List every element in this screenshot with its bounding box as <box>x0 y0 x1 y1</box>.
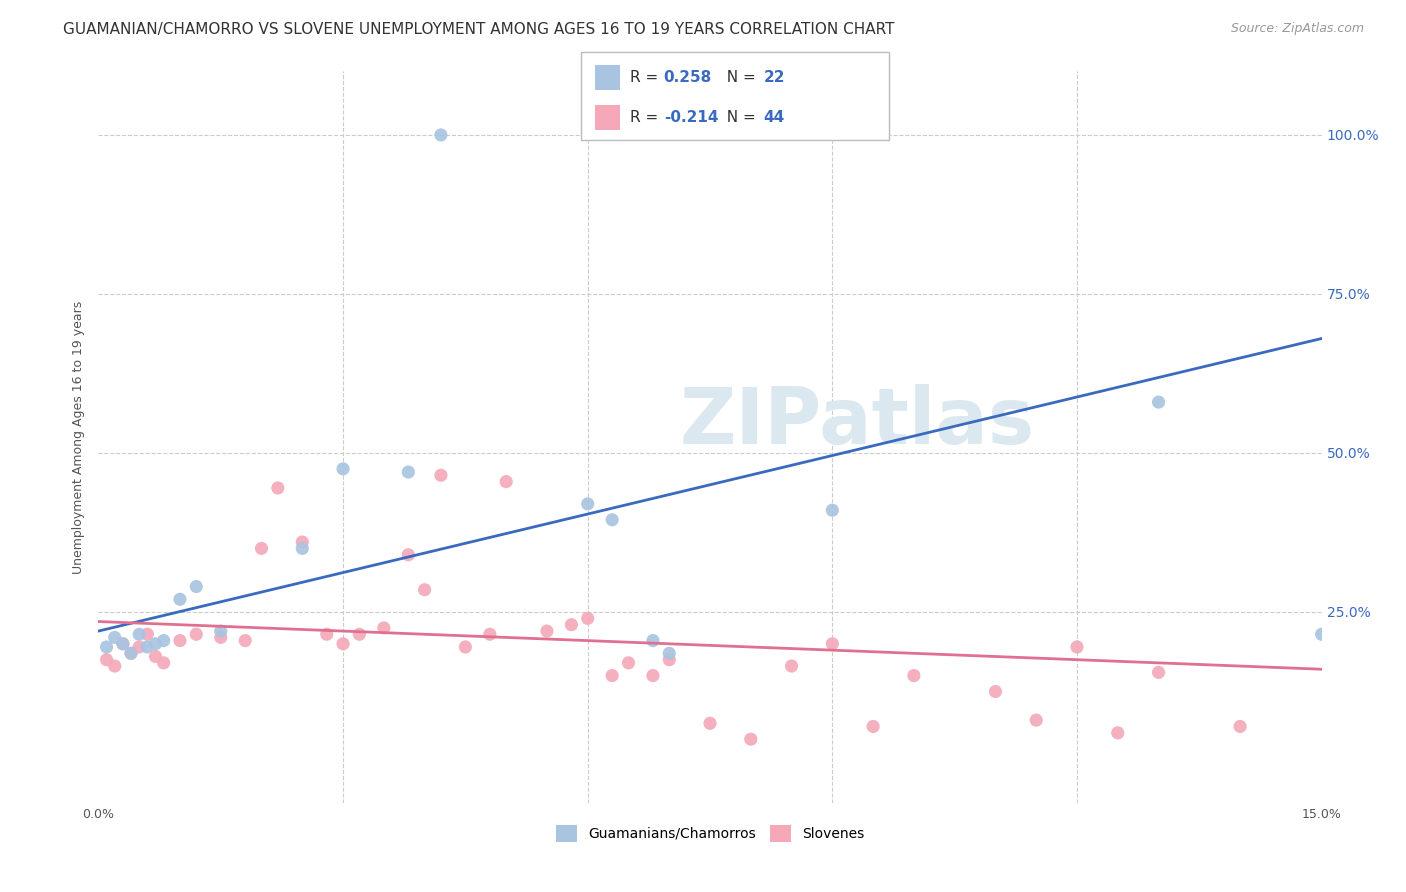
Point <box>984 684 1007 698</box>
Point <box>740 732 762 747</box>
Point <box>267 481 290 495</box>
Point <box>96 653 118 667</box>
Point <box>315 627 337 641</box>
Text: R =: R = <box>630 110 664 125</box>
Text: N =: N = <box>717 110 761 125</box>
Point <box>454 640 477 654</box>
Point <box>1025 713 1047 727</box>
Point <box>152 656 174 670</box>
Point <box>495 475 517 489</box>
Point <box>136 627 159 641</box>
Point <box>120 646 142 660</box>
Point <box>560 617 582 632</box>
Point <box>576 497 599 511</box>
Text: GUAMANIAN/CHAMORRO VS SLOVENE UNEMPLOYMENT AMONG AGES 16 TO 19 YEARS CORRELATION: GUAMANIAN/CHAMORRO VS SLOVENE UNEMPLOYME… <box>63 22 894 37</box>
Point <box>169 633 191 648</box>
Point <box>862 719 884 733</box>
Point <box>1310 627 1333 641</box>
Point <box>576 611 599 625</box>
Text: ZIPatlas: ZIPatlas <box>679 384 1035 460</box>
Point <box>186 580 208 594</box>
Text: 22: 22 <box>763 70 785 85</box>
Text: 0.258: 0.258 <box>664 70 711 85</box>
Point <box>1147 665 1170 680</box>
Point <box>478 627 501 641</box>
Point <box>699 716 721 731</box>
Point <box>186 627 208 641</box>
Point <box>169 592 191 607</box>
Point <box>233 633 256 648</box>
Point <box>430 128 453 142</box>
Point <box>96 640 118 654</box>
Text: -0.214: -0.214 <box>664 110 718 125</box>
Point <box>600 668 623 682</box>
Point <box>658 646 681 660</box>
Point <box>821 503 844 517</box>
Point <box>291 535 314 549</box>
Point <box>111 637 134 651</box>
Point <box>332 462 354 476</box>
Point <box>104 659 127 673</box>
Point <box>145 649 167 664</box>
Point <box>641 633 664 648</box>
Point <box>332 637 354 651</box>
Point <box>903 668 925 682</box>
Point <box>104 631 127 645</box>
Point <box>209 624 232 638</box>
Text: Source: ZipAtlas.com: Source: ZipAtlas.com <box>1230 22 1364 36</box>
Point <box>396 548 419 562</box>
Point <box>111 637 134 651</box>
Point <box>430 468 453 483</box>
Point <box>1229 719 1251 733</box>
Point <box>349 627 371 641</box>
Text: R =: R = <box>630 70 664 85</box>
Point <box>413 582 436 597</box>
Point <box>780 659 803 673</box>
Text: 44: 44 <box>763 110 785 125</box>
Point <box>1066 640 1088 654</box>
Point <box>145 637 167 651</box>
Point <box>821 637 844 651</box>
Point <box>128 627 150 641</box>
Point <box>250 541 273 556</box>
Legend: Guamanians/Chamorros, Slovenes: Guamanians/Chamorros, Slovenes <box>551 819 869 847</box>
Point <box>1147 395 1170 409</box>
Point <box>136 640 159 654</box>
Point <box>536 624 558 638</box>
Point <box>209 631 232 645</box>
Point <box>120 646 142 660</box>
Text: N =: N = <box>717 70 761 85</box>
Point <box>373 621 395 635</box>
Point <box>641 668 664 682</box>
Y-axis label: Unemployment Among Ages 16 to 19 years: Unemployment Among Ages 16 to 19 years <box>72 301 86 574</box>
Point <box>617 656 640 670</box>
Point <box>658 653 681 667</box>
Point <box>396 465 419 479</box>
Point <box>1107 726 1129 740</box>
Point <box>600 513 623 527</box>
Point <box>152 633 174 648</box>
Point <box>128 640 150 654</box>
Point <box>291 541 314 556</box>
